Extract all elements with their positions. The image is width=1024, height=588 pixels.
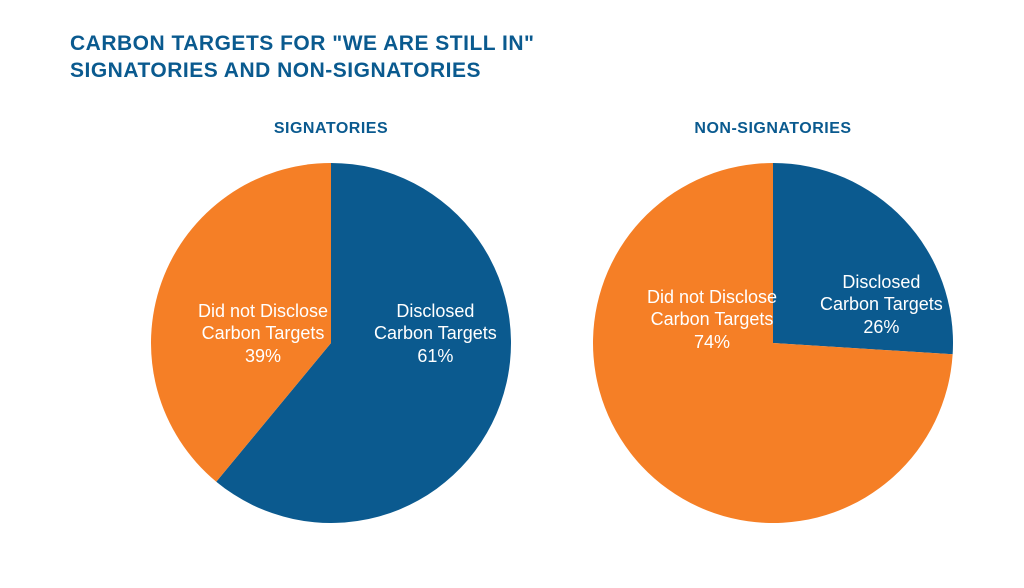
chart-main-title: CARBON TARGETS FOR "WE ARE STILL IN" SIG… (70, 30, 954, 85)
pie-svg-non-signatories (593, 163, 953, 523)
chart-title-non-signatories: NON-SIGNATORIES (694, 120, 851, 138)
chart-title-signatories: SIGNATORIES (274, 120, 388, 138)
pie-svg-signatories (151, 163, 511, 523)
chart-non-signatories: NON-SIGNATORIES Disclosed Carbon Targets… (592, 120, 954, 523)
chart-signatories: SIGNATORIES Disclosed Carbon Targets 61%… (150, 120, 512, 523)
charts-row: SIGNATORIES Disclosed Carbon Targets 61%… (150, 120, 954, 523)
pie-non-signatories: Disclosed Carbon Targets 26% Did not Dis… (593, 163, 953, 523)
pie-signatories: Disclosed Carbon Targets 61% Did not Dis… (151, 163, 511, 523)
title-line-1: CARBON TARGETS FOR "WE ARE STILL IN" (70, 30, 954, 57)
title-line-2: SIGNATORIES AND NON-SIGNATORIES (70, 57, 954, 84)
slice-disclosed (773, 163, 953, 354)
